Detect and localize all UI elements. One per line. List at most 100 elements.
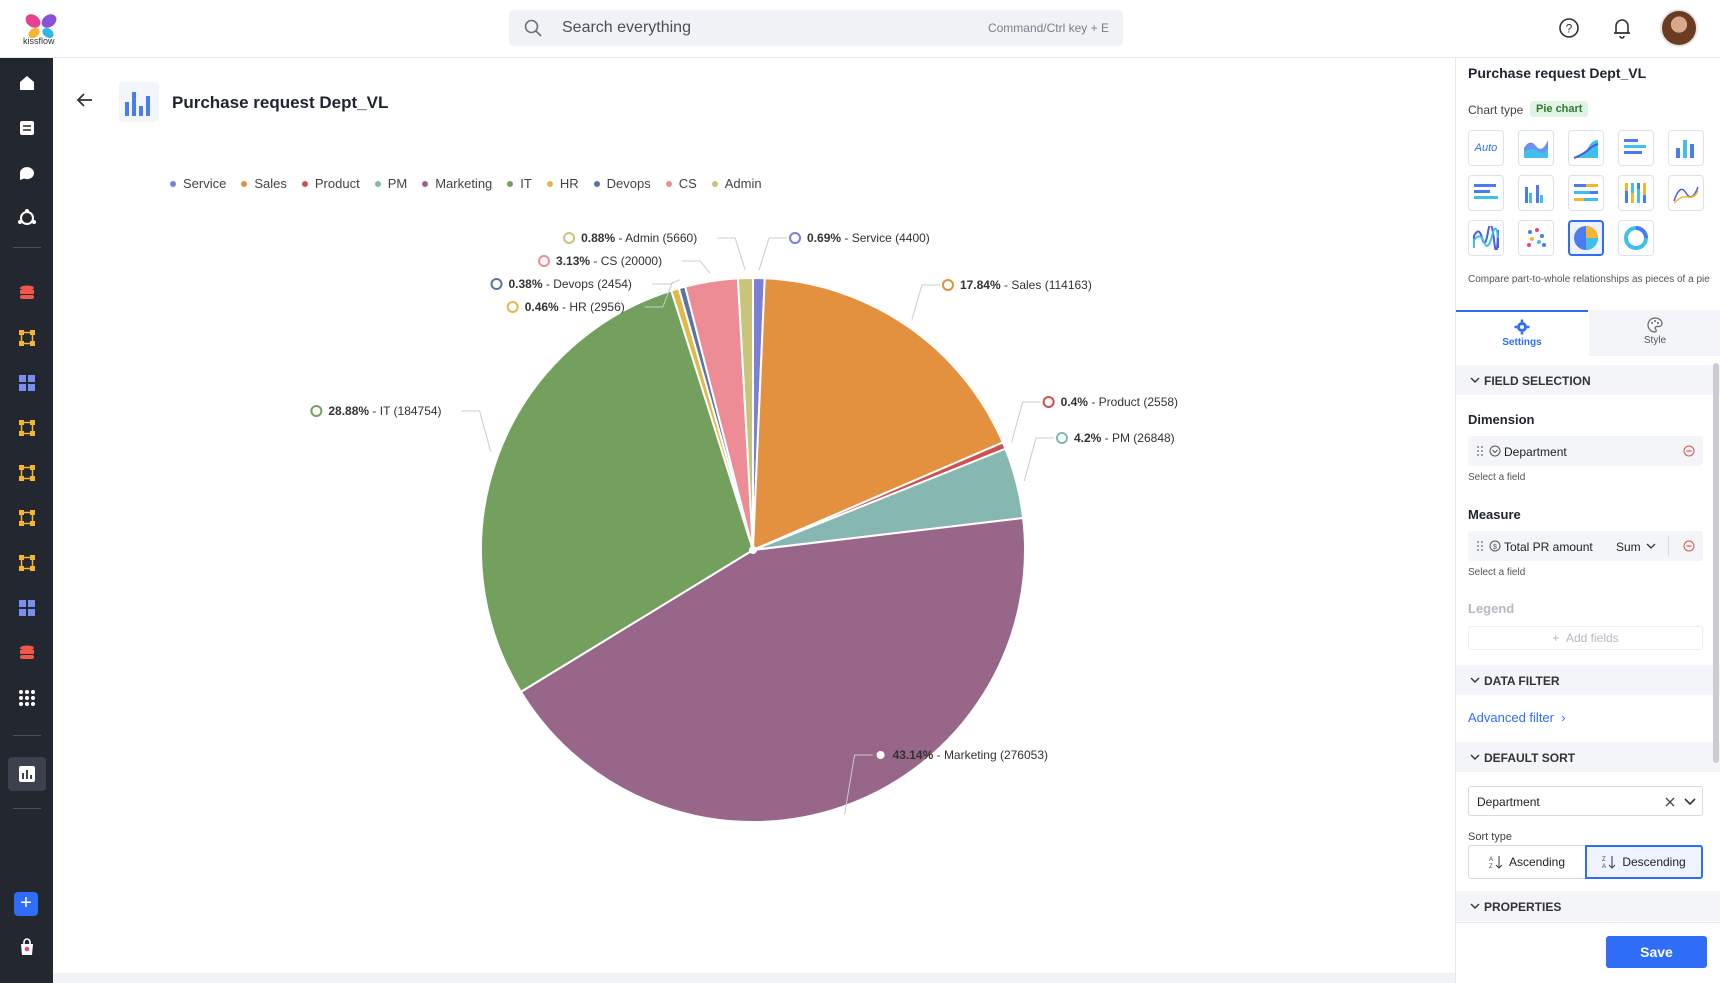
chevron-down-icon[interactable] <box>1684 797 1696 807</box>
process-icon[interactable] <box>14 415 40 441</box>
legend-item[interactable]: CS <box>665 176 697 191</box>
back-arrow-icon[interactable] <box>75 90 95 110</box>
process-icon[interactable] <box>14 550 40 576</box>
nav-divider <box>13 247 41 248</box>
legend-item[interactable]: Sales <box>241 176 287 191</box>
integrations-icon[interactable] <box>14 205 40 231</box>
legend-item[interactable]: Devops <box>593 176 651 191</box>
pie-data-label-value: (26848) <box>1130 431 1175 445</box>
legend-item[interactable]: Service <box>170 176 226 191</box>
tasks-icon[interactable] <box>14 115 40 141</box>
pie-slice-admin[interactable] <box>736 276 754 551</box>
advanced-filter-link[interactable]: Advanced filter › <box>1468 710 1566 725</box>
pie-data-label-separator: - <box>615 231 625 245</box>
legend-dot <box>593 180 600 187</box>
process-icon[interactable] <box>14 505 40 531</box>
pie-data-label-separator: - <box>1088 395 1099 409</box>
legend-item[interactable]: PM <box>374 176 407 191</box>
search-bar[interactable]: Search everything Command/Ctrl key + E <box>509 10 1123 46</box>
help-icon[interactable]: ? <box>1556 15 1582 41</box>
chart-type-auto[interactable]: Auto <box>1468 130 1504 166</box>
pie-data-label: 0.4% - Product (2558) <box>1061 395 1178 409</box>
home-icon[interactable] <box>14 70 40 96</box>
chart-type-stacked-vertical[interactable] <box>1618 175 1654 211</box>
aggregate-select[interactable]: Sum <box>1616 540 1641 554</box>
kissflow-logo-icon[interactable] <box>20 8 62 48</box>
dimension-field-name: Department <box>1504 445 1567 459</box>
default-sort-section[interactable]: DEFAULT SORT <box>1456 742 1720 772</box>
chart-type-area-stepped[interactable] <box>1568 130 1604 166</box>
palette-icon <box>1647 317 1663 333</box>
process-icon[interactable] <box>14 460 40 486</box>
process-icon[interactable] <box>14 325 40 351</box>
data-filter-section[interactable]: DATA FILTER <box>1456 665 1720 695</box>
chevron-down-icon[interactable] <box>1646 542 1656 550</box>
legend-item[interactable]: Marketing <box>422 176 492 191</box>
report-chart-icon <box>119 82 159 122</box>
avatar[interactable] <box>1660 9 1698 47</box>
legend-dot <box>170 180 176 187</box>
add-button[interactable]: + <box>14 892 38 916</box>
panel-scrollbar[interactable] <box>1713 363 1719 763</box>
chat-icon[interactable] <box>14 160 40 186</box>
sort-field-select[interactable]: Department <box>1468 786 1703 816</box>
chart-type-pie[interactable] <box>1568 220 1604 256</box>
chart-type-stacked-percent[interactable] <box>1568 175 1604 211</box>
tab-style[interactable]: Style <box>1589 310 1720 356</box>
chart-type-vertical-bar[interactable] <box>1668 130 1704 166</box>
chart-type-scatter[interactable] <box>1518 220 1554 256</box>
legend-item[interactable]: Admin <box>711 176 762 191</box>
drag-handle-icon[interactable] <box>1476 540 1484 552</box>
stacked-horizontal-icon <box>1474 184 1498 199</box>
chart-type-stacked-horizontal[interactable] <box>1468 175 1504 211</box>
pie-slice-it[interactable] <box>480 289 755 694</box>
drag-handle-icon[interactable] <box>1476 445 1484 457</box>
legend-item[interactable]: HR <box>546 176 579 191</box>
clear-icon[interactable] <box>1664 796 1676 808</box>
tab-style-label: Style <box>1643 335 1667 346</box>
dataform-icon[interactable] <box>14 280 40 306</box>
marketplace-icon[interactable] <box>14 934 40 960</box>
data-filter-label: DATA FILTER <box>1484 674 1560 688</box>
pie-label-leader <box>682 260 711 274</box>
app-grid-icon[interactable] <box>14 370 40 396</box>
pie-data-label-value: (2454) <box>594 277 632 291</box>
properties-section[interactable]: PROPERTIES <box>1456 891 1720 921</box>
chart-type-area[interactable] <box>1518 130 1554 166</box>
measure-field[interactable]: $ Total PR amount Sum <box>1468 531 1703 561</box>
legend-label: HR <box>559 176 579 191</box>
dimension-field[interactable]: Department <box>1468 436 1703 466</box>
dataform-icon[interactable] <box>14 640 40 666</box>
more-apps-icon[interactable] <box>14 685 40 711</box>
left-nav: + <box>0 58 53 983</box>
chart-type-grouped-bar[interactable] <box>1518 175 1554 211</box>
dimension-select-hint[interactable]: Select a field <box>1468 472 1526 483</box>
pie-slice-sales[interactable] <box>751 277 1005 552</box>
analytics-icon[interactable] <box>14 761 40 787</box>
chart-type-line[interactable] <box>1668 175 1704 211</box>
measure-select-hint[interactable]: Select a field <box>1468 567 1526 578</box>
chart-type-horizontal-bar[interactable] <box>1618 130 1654 166</box>
pie-slice-marketing[interactable] <box>519 516 1026 823</box>
legend-item[interactable]: IT <box>507 176 532 191</box>
pie-label-marker <box>874 749 887 761</box>
pie-label-leader <box>644 281 674 308</box>
remove-icon[interactable] <box>1683 540 1695 552</box>
pie-data-label-name: PM <box>1112 431 1130 445</box>
chart-type-multi-line[interactable] <box>1468 220 1504 256</box>
tab-settings[interactable]: Settings <box>1456 310 1588 356</box>
search-input[interactable]: Search everything <box>562 19 691 36</box>
remove-icon[interactable] <box>1683 445 1695 457</box>
field-selection-section[interactable]: FIELD SELECTION <box>1456 365 1720 395</box>
chart-type-donut[interactable] <box>1618 220 1654 256</box>
app-grid-icon[interactable] <box>14 595 40 621</box>
bell-icon[interactable] <box>1609 15 1635 41</box>
legend-item[interactable]: Product <box>301 176 360 191</box>
measure-field-name: Total PR amount <box>1504 540 1593 554</box>
add-fields-button[interactable]: + Add fields <box>1468 626 1703 650</box>
save-button[interactable]: Save <box>1606 936 1707 968</box>
legend-label: Devops <box>606 176 651 191</box>
pie-label-leader <box>1011 401 1041 443</box>
